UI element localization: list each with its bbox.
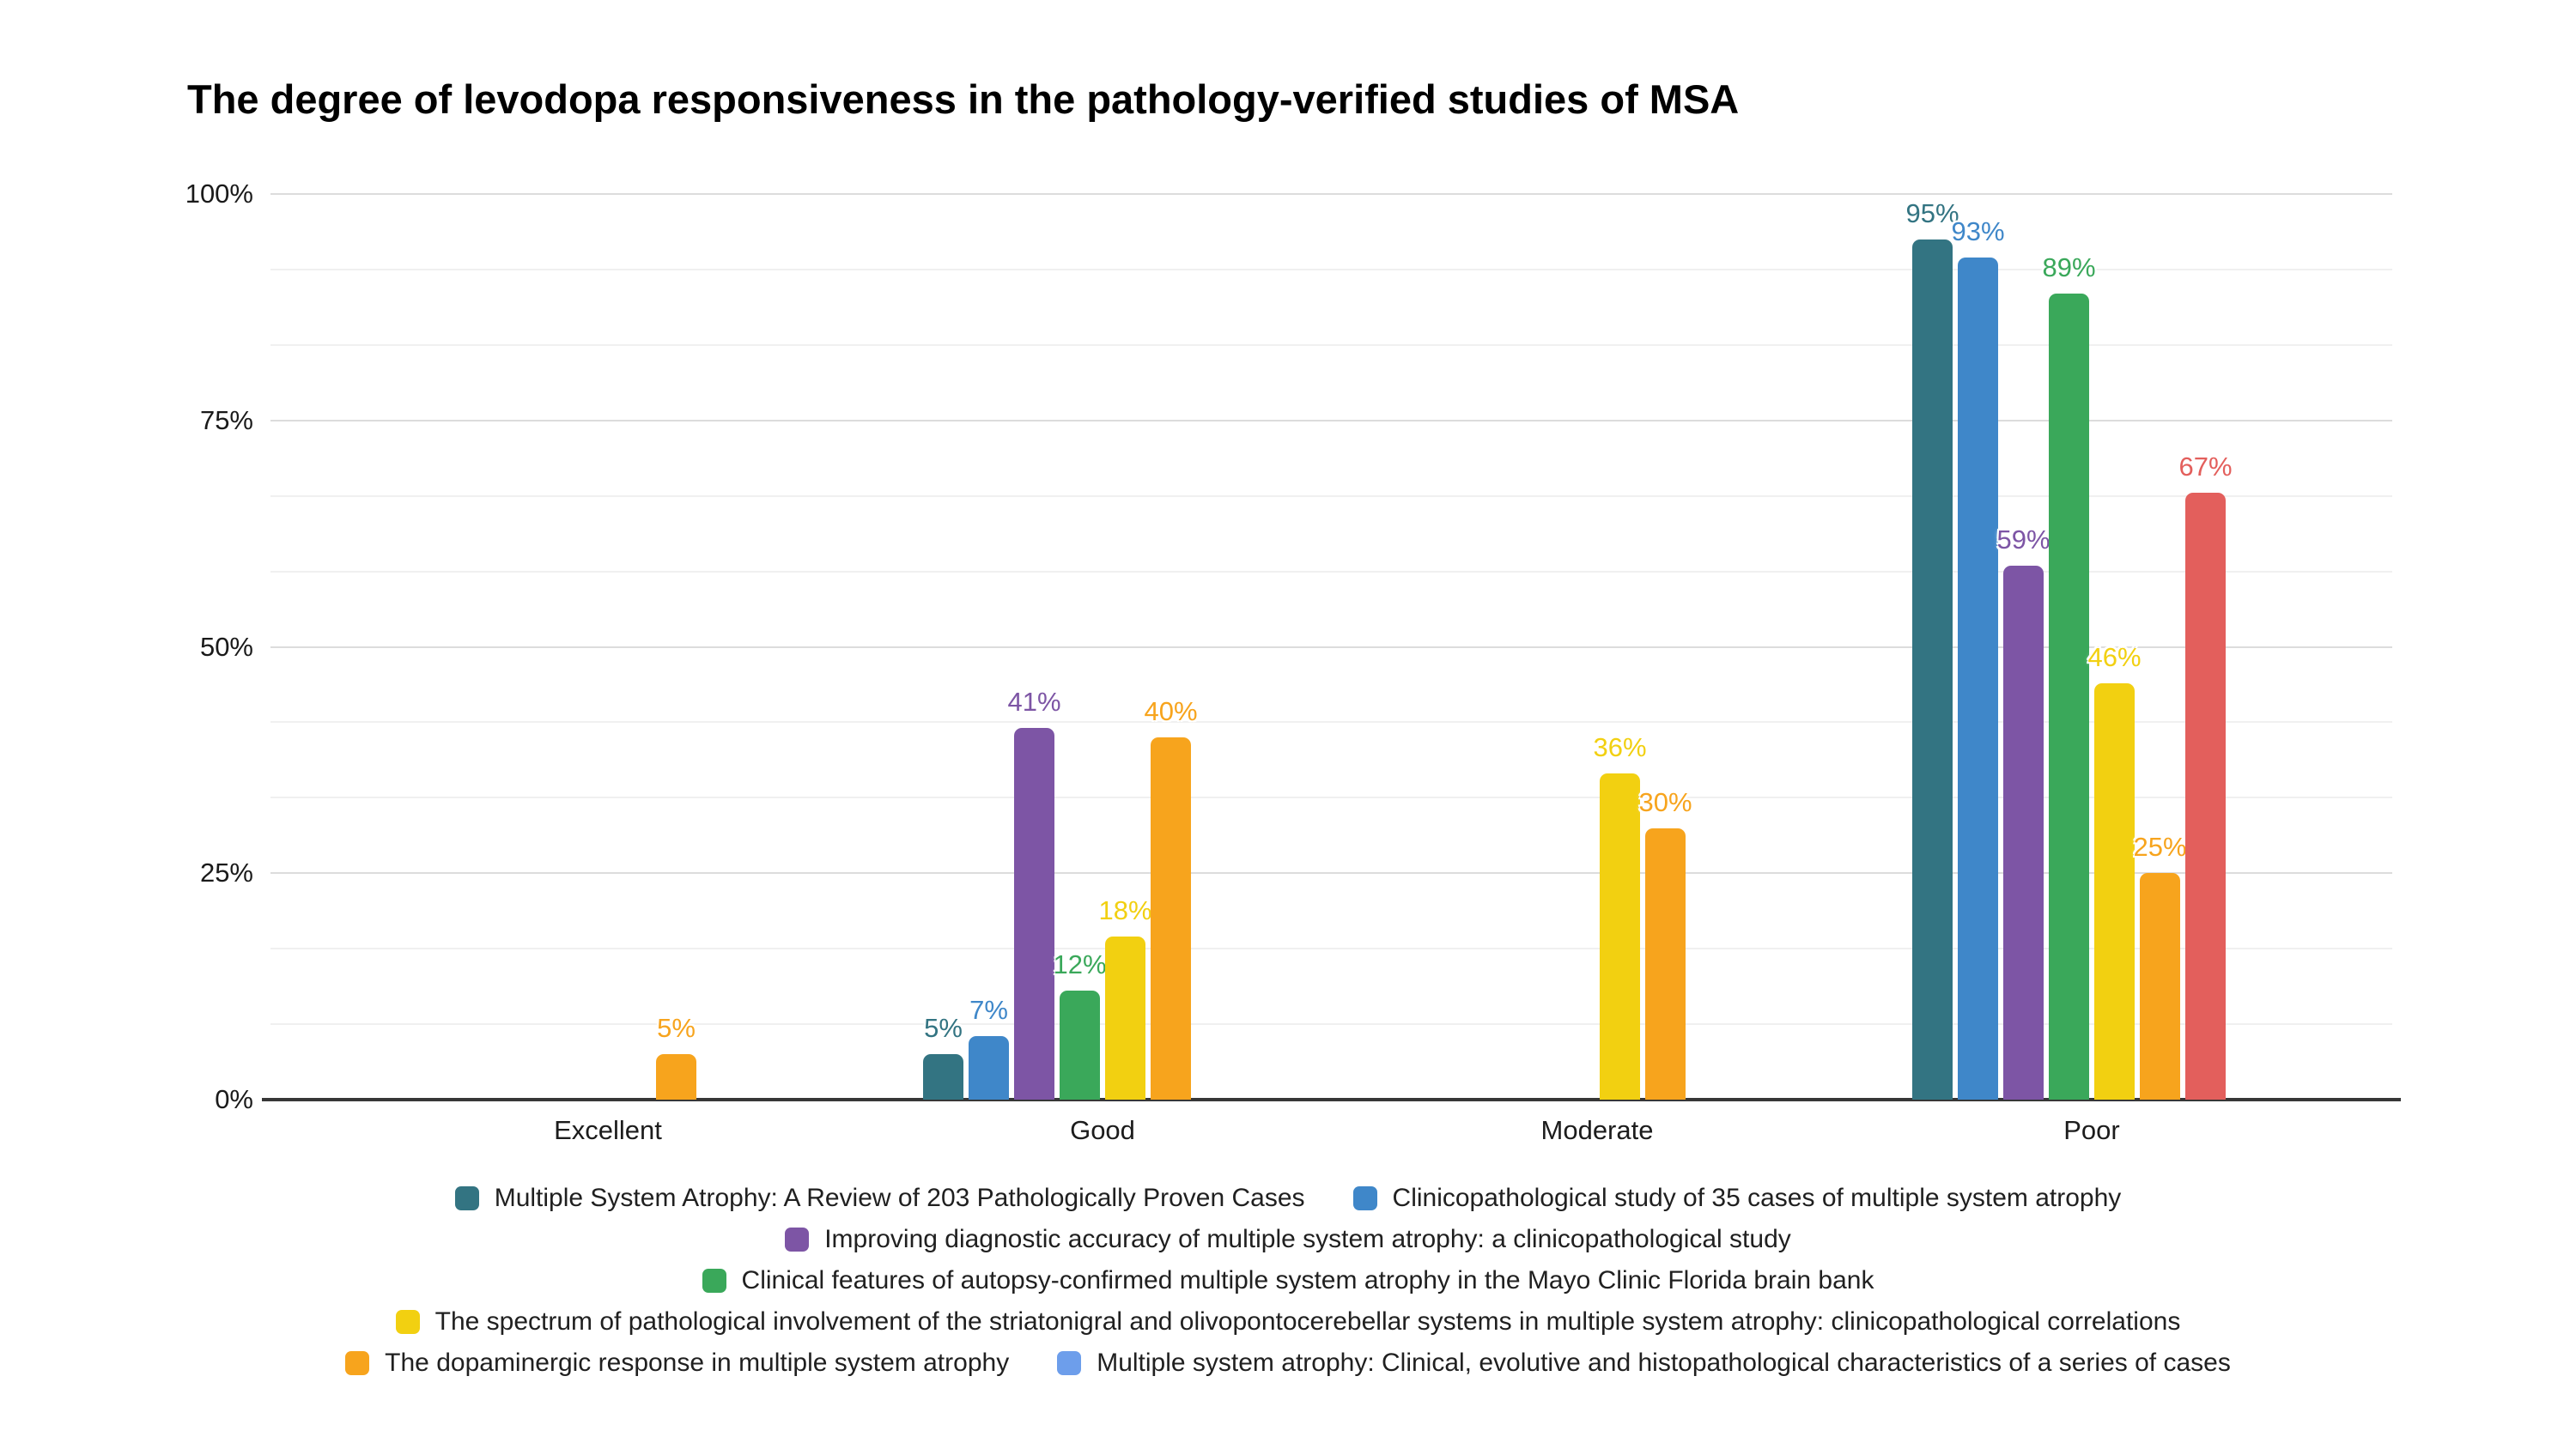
legend-swatch-icon xyxy=(454,1186,479,1210)
legend-row: The dopaminergic response in multiple sy… xyxy=(345,1343,2231,1384)
bar-series3-poor xyxy=(2003,565,2044,1100)
minor-gridline xyxy=(270,797,2392,799)
bar-value-label: 59% xyxy=(1996,524,2050,555)
legend-label: Clinicopathological study of 35 cases of… xyxy=(1392,1184,2122,1212)
bar-series3-good xyxy=(1014,728,1054,1100)
legend-label: Multiple system atrophy: Clinical, evolu… xyxy=(1097,1349,2231,1377)
bar-series1-good xyxy=(923,1054,963,1100)
legend-label: The dopaminergic response in multiple sy… xyxy=(385,1349,1010,1377)
bar-series4-poor xyxy=(2049,294,2089,1100)
major-gridline xyxy=(270,872,2392,875)
minor-gridline xyxy=(270,948,2392,950)
legend-item-series1: Multiple System Atrophy: A Review of 203… xyxy=(454,1184,1305,1213)
minor-gridline xyxy=(270,1023,2392,1026)
legend-swatch-icon xyxy=(785,1228,810,1252)
bar-series6-good xyxy=(1151,737,1191,1100)
y-axis-tick-label: 25% xyxy=(199,858,253,888)
legend-row: Improving diagnostic accuracy of multipl… xyxy=(785,1219,1791,1260)
legend-item-series8: Multiple system atrophy: Clinical, evolu… xyxy=(1057,1349,2231,1378)
bar-value-label: 30% xyxy=(1638,786,1692,817)
y-axis-tick-label: 100% xyxy=(185,179,253,209)
bar-series4-good xyxy=(1060,991,1100,1100)
major-gridline xyxy=(270,419,2392,421)
legend-item-series6: The dopaminergic response in multiple sy… xyxy=(345,1349,1009,1378)
chart-legend: Multiple System Atrophy: A Review of 203… xyxy=(0,1178,2576,1384)
y-axis-tick-label: 50% xyxy=(199,631,253,662)
bar-value-label: 7% xyxy=(969,995,1008,1026)
bar-value-label: 36% xyxy=(1593,732,1647,763)
bar-series5-moderate xyxy=(1600,773,1640,1100)
bar-series5-good xyxy=(1105,937,1145,1100)
bar-value-label: 93% xyxy=(1951,215,2005,246)
x-axis-line xyxy=(262,1098,2401,1101)
bar-value-label: 40% xyxy=(1144,696,1198,726)
minor-gridline xyxy=(270,721,2392,724)
minor-gridline xyxy=(270,343,2392,346)
bar-value-label: 5% xyxy=(924,1013,963,1044)
legend-swatch-icon xyxy=(345,1351,370,1375)
minor-gridline xyxy=(270,570,2392,573)
bar-series2-poor xyxy=(1958,257,1998,1100)
legend-item-series4: Clinical features of autopsy-confirmed m… xyxy=(702,1266,1874,1295)
legend-row: Multiple System Atrophy: A Review of 203… xyxy=(454,1178,2122,1219)
y-axis-tick-label: 75% xyxy=(199,404,253,435)
bar-value-label: 67% xyxy=(2178,452,2233,482)
minor-gridline xyxy=(270,494,2392,497)
major-gridline xyxy=(270,193,2392,195)
legend-label: The spectrum of pathological involvement… xyxy=(434,1307,2181,1336)
x-axis-category-label: Excellent xyxy=(554,1115,662,1145)
y-axis-tick-label: 0% xyxy=(215,1084,253,1114)
bar-series1-poor xyxy=(1912,239,1953,1100)
legend-row: Clinical features of autopsy-confirmed m… xyxy=(702,1260,1874,1301)
bar-value-label: 25% xyxy=(2133,832,2187,863)
bar-value-label: 89% xyxy=(2042,252,2096,283)
legend-label: Improving diagnostic accuracy of multipl… xyxy=(824,1225,1791,1253)
legend-item-series2: Clinicopathological study of 35 cases of… xyxy=(1352,1184,2122,1213)
x-axis-category-label: Good xyxy=(1070,1115,1135,1145)
bar-value-label: 95% xyxy=(1905,197,1959,228)
bar-value-label: 41% xyxy=(1007,687,1061,718)
legend-swatch-icon xyxy=(702,1269,726,1293)
x-axis-category-label: Poor xyxy=(2063,1115,2120,1145)
x-axis-category-label: Moderate xyxy=(1540,1115,1654,1145)
major-gridline xyxy=(270,646,2392,648)
bar-value-label: 12% xyxy=(1053,949,1107,980)
chart-title: The degree of levodopa responsiveness in… xyxy=(187,76,1740,122)
bar-value-label: 18% xyxy=(1098,895,1152,926)
bar-series2-good xyxy=(969,1036,1009,1100)
legend-item-series5: The spectrum of pathological involvement… xyxy=(395,1307,2181,1337)
legend-row: The spectrum of pathological involvement… xyxy=(395,1301,2181,1343)
legend-label: Multiple System Atrophy: A Review of 203… xyxy=(494,1184,1305,1212)
bar-series7-poor xyxy=(2185,493,2226,1100)
bar-series5-poor xyxy=(2094,682,2135,1100)
legend-swatch-icon xyxy=(1057,1351,1082,1375)
legend-item-series3: Improving diagnostic accuracy of multipl… xyxy=(785,1225,1791,1254)
legend-label: Clinical features of autopsy-confirmed m… xyxy=(741,1266,1874,1294)
minor-gridline xyxy=(270,268,2392,270)
bar-series6-moderate xyxy=(1645,828,1686,1100)
bar-series6-excellent xyxy=(656,1054,696,1100)
bar-series6-poor xyxy=(2140,873,2180,1100)
legend-swatch-icon xyxy=(1352,1186,1377,1210)
bar-value-label: 5% xyxy=(657,1013,696,1044)
legend-swatch-icon xyxy=(395,1310,420,1334)
bar-value-label: 46% xyxy=(2087,641,2142,672)
